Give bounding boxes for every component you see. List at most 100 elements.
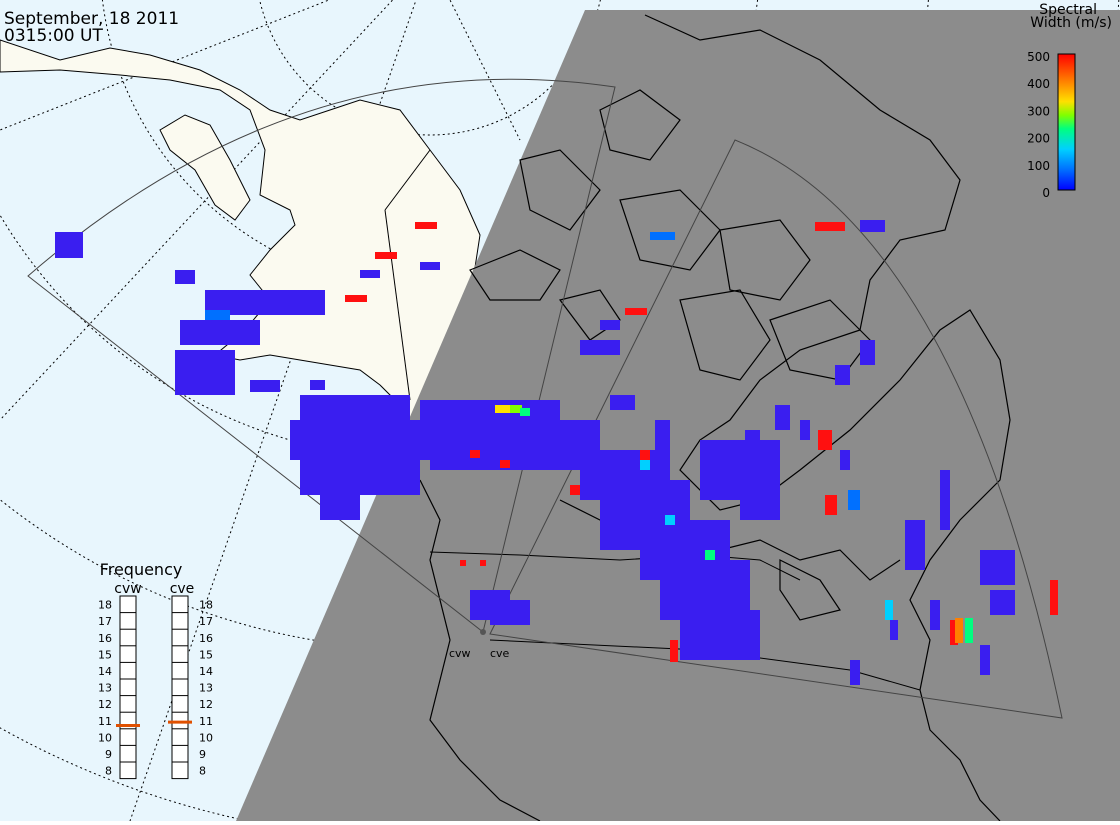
scatter-cell <box>740 470 780 520</box>
scatter-cell <box>470 450 480 458</box>
scatter-cell <box>640 460 650 470</box>
aleutian-landmass <box>159 114 251 221</box>
colorbar-tick-label: 300 <box>1027 104 1050 118</box>
frequency-scales: 18 17 16 15 14 13 12 11 10 9 8 18 17 16 15 14 13 12 11 10 9 8 <box>98 595 213 780</box>
frequency-tick-label: 13 <box>98 682 112 695</box>
scatter-cell <box>290 420 440 460</box>
scatter-cell <box>625 308 647 315</box>
scatter-cell <box>670 640 678 662</box>
scatter-cell <box>930 600 940 630</box>
frequency-tick-label: 18 <box>98 599 112 612</box>
frequency-panel: Frequency cvw cve 18 17 16 15 14 13 12 11 10 9 8 18… <box>98 560 213 780</box>
cve-fov-outline <box>489 139 1063 719</box>
scatter-cell <box>420 262 440 270</box>
meridian-line <box>449 0 521 141</box>
site-label-cve: cve <box>490 647 510 660</box>
frequency-tick-label: 10 <box>98 731 112 744</box>
scatter-cell <box>825 495 837 515</box>
frequency-scale-cvw <box>119 595 137 780</box>
scatter-cell <box>490 600 530 625</box>
cvw-fov-outline <box>27 78 616 633</box>
frequency-tick-label: 17 <box>98 615 112 628</box>
colorbar-tick-label: 400 <box>1027 77 1050 91</box>
scatter-cell <box>680 610 760 660</box>
frequency-title: Frequency <box>100 560 183 579</box>
scatter-cell <box>840 450 850 470</box>
scatter-cell <box>850 660 860 685</box>
scatter-cell <box>890 620 898 640</box>
scatter-cell <box>345 295 367 302</box>
scatter-cell <box>570 485 580 495</box>
scatter-cell <box>980 550 1015 585</box>
frequency-radar-cve: cve <box>170 581 195 597</box>
scatter-cell <box>860 340 875 365</box>
scatter-cell <box>745 430 760 445</box>
scatter-cell <box>650 232 675 240</box>
scatter-cell <box>175 270 195 284</box>
frequency-radar-cvw: cvw <box>114 581 141 597</box>
scatter-cell <box>580 340 620 355</box>
scatter-cell <box>430 440 550 470</box>
night-terminator <box>236 10 1120 821</box>
scatter-cell <box>705 550 715 560</box>
frequency-tick-label: 18 <box>199 599 213 612</box>
colorbar-tick-label: 200 <box>1027 132 1050 146</box>
scatter-cell <box>600 320 620 330</box>
scatter-cell <box>360 270 380 278</box>
frequency-tick-label: 8 <box>199 765 206 778</box>
scatter-cell <box>500 460 510 468</box>
scatter-cell <box>510 405 522 413</box>
scatter-cell <box>848 490 860 510</box>
scatter-cell <box>955 618 963 643</box>
alaska-landmass <box>0 39 481 421</box>
meridian-line <box>0 0 331 131</box>
frequency-tick-label: 16 <box>199 632 213 645</box>
scatter-cell <box>175 350 235 395</box>
scatter-cell <box>310 380 325 390</box>
colorbar-ticks: 500 400 300 200 100 0 <box>1027 50 1050 200</box>
scatter-cell <box>610 395 635 410</box>
colorbar-title-line2: Width (m/s) <box>1030 15 1112 31</box>
frequency-tick-label: 10 <box>199 731 213 744</box>
colorbar-tick-label: 500 <box>1027 50 1050 64</box>
scatter-cell <box>860 220 885 232</box>
scatter-cell <box>800 420 810 440</box>
scatter-cell <box>180 320 260 345</box>
scatter-cell <box>415 222 437 229</box>
scatter-cell <box>205 310 230 320</box>
colorbar-gradient <box>1057 53 1076 191</box>
scatter-cell <box>300 455 420 495</box>
scatter-cell <box>655 420 670 460</box>
scatter-cell <box>250 380 280 392</box>
frequency-tick-label: 13 <box>199 682 213 695</box>
scatter-cell <box>520 408 530 416</box>
frequency-tick-label: 17 <box>199 615 213 628</box>
backscatter-cells <box>55 220 1058 685</box>
frequency-tick-label: 9 <box>199 748 206 761</box>
colorbar-title-line1: Spectral <box>1039 2 1097 18</box>
scatter-cell <box>1050 580 1058 615</box>
scatter-cell <box>818 430 832 450</box>
scatter-cell <box>940 470 950 530</box>
date-label: September, 18 2011 <box>4 9 179 29</box>
frequency-tick-label: 15 <box>98 648 112 661</box>
radar-site-marker <box>480 629 486 635</box>
frequency-tick-label: 14 <box>98 665 112 678</box>
scatter-cell <box>665 515 675 525</box>
scatter-cell <box>775 405 790 430</box>
scatter-cell <box>480 560 486 566</box>
scatter-cell <box>905 520 925 570</box>
frequency-tick-label: 15 <box>199 648 213 661</box>
scatter-cell <box>835 365 850 385</box>
radar-fov <box>27 78 1063 719</box>
frequency-tick-label: 11 <box>98 715 112 728</box>
scatter-cell <box>495 405 510 413</box>
colorbar: Spectral Width (m/s) 500 400 300 200 100 0 <box>1027 2 1112 200</box>
frequency-tick-label: 9 <box>105 748 112 761</box>
scatter-cell <box>950 620 958 645</box>
scatter-cell <box>640 450 650 460</box>
frequency-tick-label: 12 <box>199 698 213 711</box>
scatter-cell <box>815 222 845 231</box>
scatter-cell <box>55 232 83 258</box>
